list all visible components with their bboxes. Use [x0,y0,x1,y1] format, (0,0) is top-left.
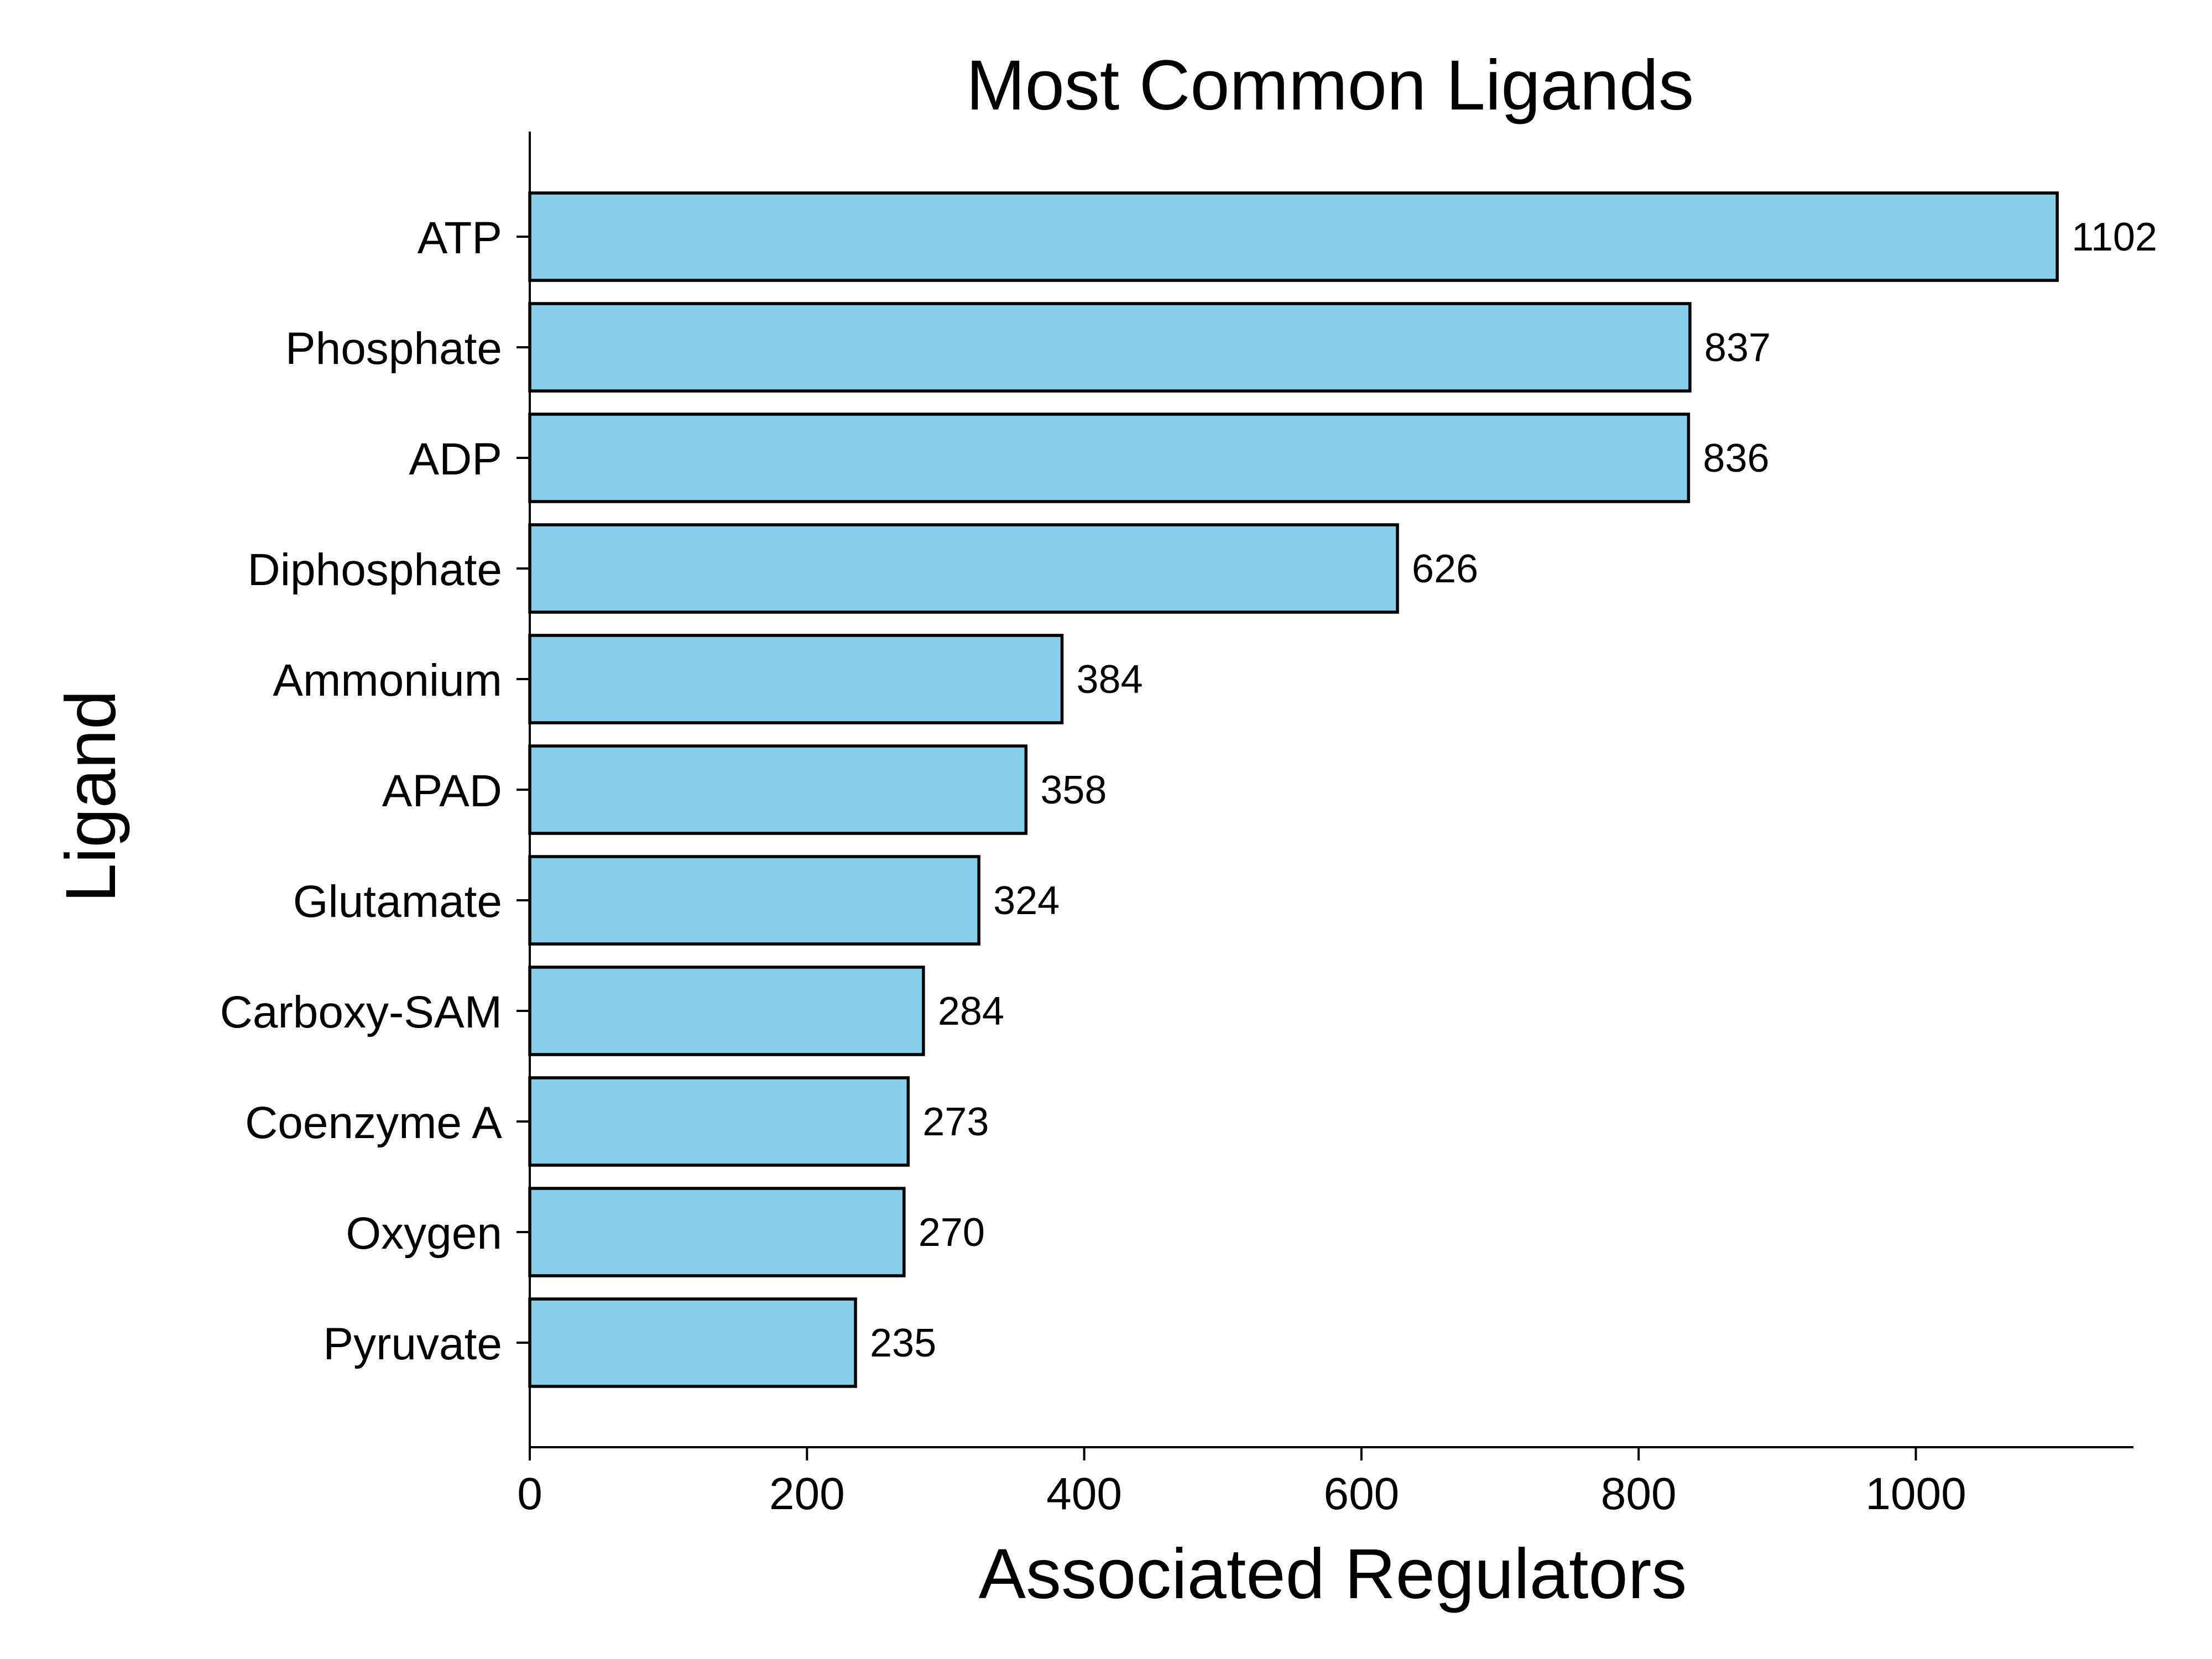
y-axis-ticks: ATP Phosphate ADP Diphosphate Ammonium APAD Gl… [220,213,530,1369]
x-axis-title: Associated Regulators [979,1535,1687,1614]
y-tick-label-phosphate: Phosphate [285,324,502,374]
chart-title: Most Common Ligands [966,46,1694,125]
value-labels-group: 1102 837 836 626 384 358 324 284 273 270 235 [870,215,2157,1365]
value-label-ammonium: 384 [1076,658,1142,702]
x-tick-label-800: 800 [1601,1469,1677,1519]
value-label-coenzyme-a: 273 [922,1100,989,1144]
value-label-atp: 1102 [2072,215,2157,259]
bar-pyruvate [528,1297,857,1388]
x-tick-label-200: 200 [769,1469,845,1519]
y-tick-label-carboxy-sam: Carboxy-SAM [220,987,502,1037]
bar-oxygen [528,1187,906,1277]
bar-apad [528,744,1028,835]
bar-diphosphate [528,523,1399,614]
y-tick-label-pyruvate: Pyruvate [323,1319,502,1369]
value-label-oxygen: 270 [919,1211,985,1255]
x-tick-label-400: 400 [1046,1469,1122,1519]
bar-ammonium [528,634,1064,724]
y-tick-label-diphosphate: Diphosphate [248,545,502,595]
value-label-diphosphate: 626 [1412,547,1478,591]
y-tick-label-atp: ATP [418,213,502,263]
bar-phosphate [528,302,1692,393]
bar-atp [528,191,2059,282]
value-label-carboxy-sam: 284 [938,989,1004,1034]
x-axis-ticks: 0 200 400 600 800 1000 [517,1447,1966,1519]
bars-group [528,191,2059,1388]
y-tick-label-coenzyme-a: Coenzyme A [245,1098,502,1148]
bar-adp [528,413,1691,503]
value-label-adp: 836 [1703,436,1769,481]
y-tick-label-ammonium: Ammonium [273,655,502,706]
x-tick-label-0: 0 [517,1469,542,1519]
value-label-apad: 358 [1040,768,1107,812]
value-label-glutamate: 324 [993,879,1060,923]
bar-coenzyme-a [528,1076,910,1167]
x-tick-label-600: 600 [1323,1469,1399,1519]
y-tick-label-oxygen: Oxygen [346,1208,502,1259]
y-axis-title: Ligand [51,690,131,902]
bar-glutamate [528,855,980,946]
bar-carboxy-sam [528,966,925,1056]
value-label-pyruvate: 235 [870,1321,936,1365]
value-label-phosphate: 837 [1704,326,1771,370]
y-tick-label-adp: ADP [409,434,502,484]
x-tick-label-1000: 1000 [1865,1469,1966,1519]
y-tick-label-apad: APAD [382,766,502,816]
y-tick-label-glutamate: Glutamate [293,877,502,927]
